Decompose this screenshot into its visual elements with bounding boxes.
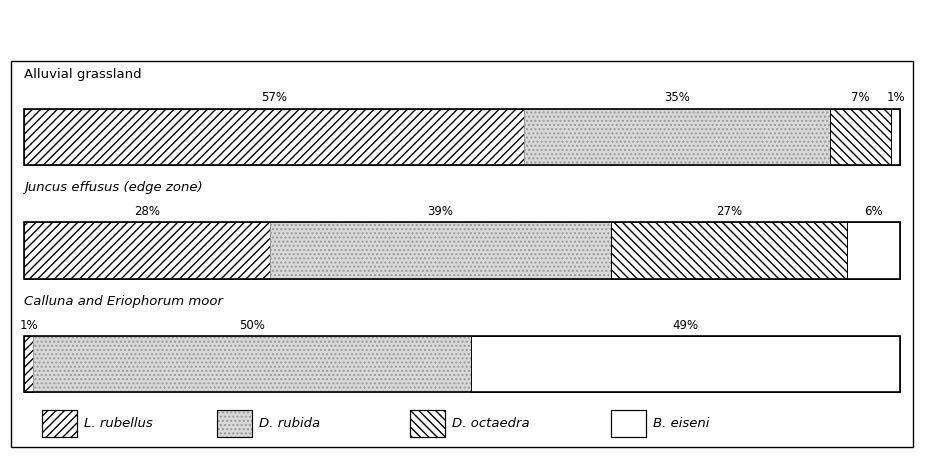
Bar xyxy=(611,222,848,279)
Text: 6%: 6% xyxy=(865,205,883,218)
Bar xyxy=(269,222,611,279)
Bar xyxy=(42,410,77,437)
Bar xyxy=(11,61,913,447)
Text: D. rubida: D. rubida xyxy=(259,417,320,430)
Bar xyxy=(848,222,900,279)
Bar xyxy=(217,410,252,437)
Bar xyxy=(24,109,900,165)
Bar xyxy=(611,410,646,437)
Text: 39%: 39% xyxy=(428,205,453,218)
Bar xyxy=(24,222,269,279)
Text: 57%: 57% xyxy=(261,91,287,104)
Text: 35%: 35% xyxy=(664,91,690,104)
Text: 28%: 28% xyxy=(134,205,160,218)
Bar xyxy=(524,109,830,165)
Text: L. rubellus: L. rubellus xyxy=(84,417,153,430)
Text: 1%: 1% xyxy=(886,91,905,104)
Text: 7%: 7% xyxy=(852,91,870,104)
Bar xyxy=(24,336,900,392)
Text: Calluna and Eriophorum moor: Calluna and Eriophorum moor xyxy=(24,295,223,308)
Bar xyxy=(33,336,471,392)
Text: D. octaedra: D. octaedra xyxy=(452,417,529,430)
Bar xyxy=(611,410,646,437)
Text: Juncus effusus (edge zone): Juncus effusus (edge zone) xyxy=(24,181,203,194)
Bar xyxy=(891,109,900,165)
Text: 1%: 1% xyxy=(20,319,38,332)
Bar xyxy=(410,410,445,437)
Bar xyxy=(24,109,524,165)
Bar xyxy=(410,410,445,437)
Bar xyxy=(471,336,900,392)
Text: 50%: 50% xyxy=(239,319,265,332)
Text: B. eiseni: B. eiseni xyxy=(653,417,709,430)
Text: 49%: 49% xyxy=(673,319,699,332)
Bar xyxy=(217,410,252,437)
Text: 27%: 27% xyxy=(716,205,742,218)
Bar xyxy=(830,109,891,165)
Bar xyxy=(42,410,77,437)
Bar xyxy=(24,222,900,279)
Bar xyxy=(24,336,33,392)
Text: Alluvial grassland: Alluvial grassland xyxy=(24,68,142,81)
